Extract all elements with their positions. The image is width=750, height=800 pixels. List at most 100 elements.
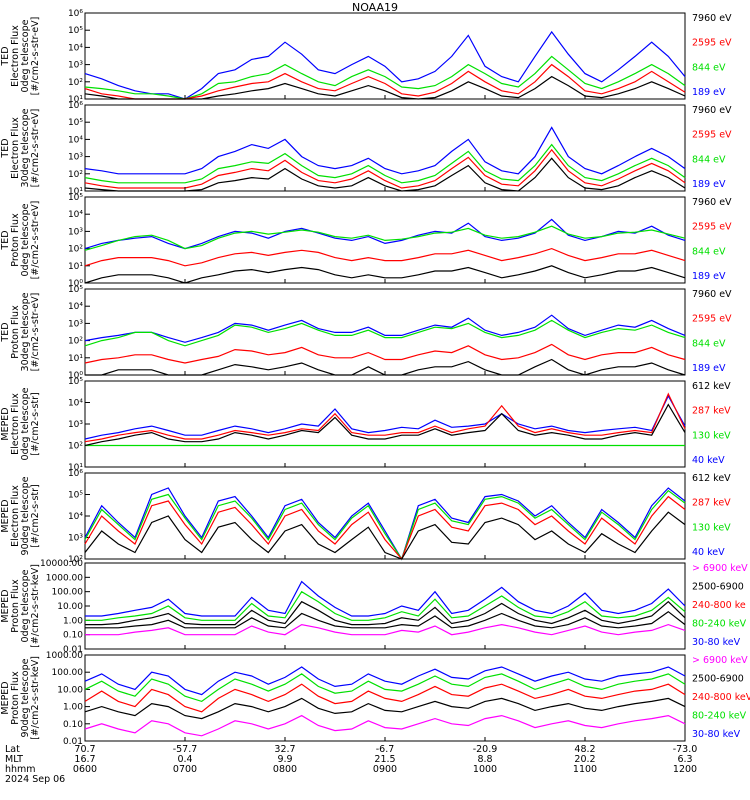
y-axis-label-ted-e-30: [#/cm2-s-str-eV] (30, 109, 41, 188)
series-line-meped-p-90 (84, 673, 686, 703)
x-tick-hhmm: 0800 (273, 764, 297, 775)
y-tick-label-ted-e-0: 10³ (68, 61, 83, 71)
y-axis-label-ted-e-0: TED (0, 46, 11, 66)
y-axis-label-ted-p-0: Proton Flux (10, 213, 21, 267)
x-tick-lat: -6.7 (376, 744, 395, 755)
y-axis-label-ted-p-30: Proton Flux (10, 305, 21, 359)
y-axis-label-meped-e-0: [#/cm2-s-str] (30, 392, 41, 455)
legend-item-meped-e-0: 287 keV (692, 406, 731, 417)
legend-item-meped-p-0: 80-240 keV (692, 619, 747, 630)
y-axis-label-meped-p-90: MEPED (0, 681, 11, 714)
y-tick-label-ted-p-0: 10² (68, 245, 83, 255)
legend-item-ted-p-30: 844 eV (692, 338, 726, 349)
legend-item-ted-p-0: 7960 eV (692, 197, 732, 208)
y-tick-label-ted-p-0: 10¹ (68, 262, 83, 272)
legend-item-meped-p-0: > 6900 keV (692, 563, 748, 574)
legend-item-meped-p-90: 80-240 keV (692, 711, 747, 722)
y-tick-label-meped-p-0: 10.00 (57, 602, 83, 612)
series-line-meped-e-90 (84, 489, 686, 561)
series-line-meped-e-90 (84, 487, 686, 561)
x-tick-mlt: 8.8 (477, 754, 492, 765)
y-axis-label-ted-e-30: Electron Flux (10, 117, 21, 179)
series-line-ted-e-30 (84, 126, 686, 175)
y-axis-label-meped-p-0: MEPED (0, 589, 11, 622)
series-line-meped-e-90 (84, 495, 686, 561)
y-tick-label-ted-p-30: 10² (68, 337, 83, 347)
series-line-ted-e-0 (84, 30, 686, 100)
legend-item-ted-p-30: 7960 eV (692, 289, 732, 300)
y-tick-label-ted-p-0: 10³ (68, 227, 83, 237)
y-tick-label-meped-p-90: 0.01 (63, 737, 83, 747)
y-tick-label-ted-e-30: 10² (68, 170, 83, 180)
y-tick-label-meped-e-90: 10² (68, 555, 83, 565)
y-axis-label-ted-p-30: [#/cm2-s-str-eV] (30, 293, 41, 372)
series-line-meped-p-90 (84, 714, 686, 737)
legend-item-ted-p-30: 189 eV (692, 363, 726, 374)
series-line-meped-e-90 (84, 511, 686, 560)
series-line-meped-p-0 (85, 623, 686, 636)
x-tick-hhmm: 0700 (173, 764, 197, 775)
legend-item-ted-p-0: 2595 eV (692, 222, 732, 233)
y-tick-label-ted-e-30: 10³ (68, 153, 83, 163)
y-axis-label-meped-e-90: MEPED (0, 499, 11, 532)
x-row-label-hhmm: hhmm (5, 764, 36, 775)
x-tick-mlt: 0.4 (177, 754, 192, 765)
y-tick-label-ted-p-30: 10⁰ (68, 371, 83, 381)
y-axis-label-ted-p-0: TED (0, 230, 11, 250)
y-axis-label-ted-e-0: 0deg telescope (20, 19, 31, 92)
legend-item-meped-p-90: 240-800 keV (692, 692, 750, 703)
y-tick-label-meped-p-0: 10000.00 (40, 559, 83, 569)
y-tick-label-meped-e-90: 10⁶ (68, 469, 83, 479)
y-tick-label-meped-e-0: 10² (68, 442, 83, 452)
y-tick-label-meped-p-0: 0.10 (63, 631, 83, 641)
legend-item-meped-p-90: > 6900 keV (692, 655, 748, 666)
y-tick-label-meped-p-0: 1000.00 (46, 573, 83, 583)
x-tick-lat: 48.2 (574, 744, 595, 755)
y-tick-label-ted-p-0: 10⁵ (68, 193, 83, 203)
legend-item-ted-e-0: 189 eV (692, 87, 726, 98)
x-tick-lat: -57.7 (173, 744, 198, 755)
series-line-ted-p-0 (84, 247, 686, 267)
series-line-meped-p-90 (84, 683, 686, 713)
series-line-ted-p-0 (84, 225, 686, 251)
chart-title: NOAA19 (351, 1, 399, 14)
panel-frame-ted-e-30 (84, 104, 686, 192)
x-tick-hhmm: 0900 (373, 764, 397, 775)
y-tick-label-ted-e-0: 10² (68, 78, 83, 88)
y-tick-label-ted-e-0: 10¹ (68, 95, 83, 105)
y-tick-label-ted-e-0: 10⁶ (68, 9, 83, 19)
y-axis-label-ted-e-30: 30deg telescope (20, 108, 31, 187)
legend-item-ted-e-0: 844 eV (692, 62, 726, 73)
legend-item-meped-e-90: 130 keV (692, 522, 731, 533)
y-tick-label-meped-p-0: 1.00 (63, 616, 83, 626)
y-axis-label-meped-e-0: Electron Flux (10, 393, 21, 455)
y-axis-label-ted-p-30: TED (0, 322, 11, 342)
x-tick-mlt: 9.9 (277, 754, 292, 765)
series-line-meped-p-0 (85, 600, 686, 626)
legend-item-ted-e-30: 7960 eV (692, 105, 732, 116)
series-line-meped-e-0 (84, 403, 686, 447)
y-tick-label-ted-e-30: 10¹ (68, 187, 83, 197)
y-tick-label-ted-e-0: 10⁵ (68, 26, 83, 36)
y-axis-label-meped-p-0: Proton Flux (10, 579, 21, 633)
x-row-label-date: 2024 Sep 06 (5, 774, 65, 785)
x-tick-lat: 32.7 (274, 744, 295, 755)
x-tick-hhmm: 0600 (73, 764, 97, 775)
y-tick-label-ted-p-30: 10¹ (68, 354, 83, 364)
y-tick-label-meped-p-90: 10.00 (57, 685, 83, 695)
legend-item-ted-p-0: 189 eV (692, 271, 726, 282)
series-line-meped-p-0 (85, 610, 686, 629)
y-tick-label-meped-p-0: 0.01 (63, 645, 83, 655)
y-tick-label-ted-p-30: 10⁴ (68, 302, 83, 312)
y-axis-label-ted-p-0: 0deg telescope (20, 203, 31, 276)
y-tick-label-ted-e-0: 10⁴ (68, 43, 83, 53)
x-tick-mlt: 20.2 (574, 754, 595, 765)
legend-item-meped-p-90: 2500-6900 (692, 674, 744, 685)
legend-item-meped-p-0: 240-800 ke (692, 600, 746, 611)
legend-item-ted-e-0: 2595 eV (692, 38, 732, 49)
x-tick-mlt: 21.5 (374, 754, 395, 765)
y-axis-label-ted-p-0: [#/cm2-s-str-eV] (30, 201, 41, 280)
series-line-meped-e-0 (84, 394, 686, 440)
y-axis-label-ted-e-0: Electron Flux (10, 25, 21, 87)
legend-item-ted-e-30: 189 eV (692, 179, 726, 190)
